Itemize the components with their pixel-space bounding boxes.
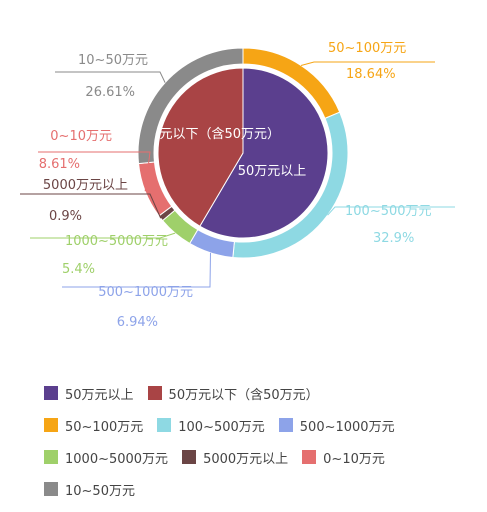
leader-line — [327, 206, 455, 216]
legend-label: 500~1000万元 — [299, 419, 395, 435]
leader-line — [38, 151, 151, 192]
legend-row: 50万元以上 50万元以下（含50万元） — [44, 384, 474, 403]
legend-item[interactable]: 50万元以上 — [44, 384, 134, 403]
slice-percent-label: 0.9% — [49, 209, 82, 224]
slice-name-label: 50~100万元 — [328, 41, 406, 56]
leader-line — [20, 193, 162, 219]
legend-item[interactable]: 50万元以下（含50万元） — [147, 384, 319, 403]
leader-line — [55, 71, 166, 83]
legend-swatch — [44, 386, 58, 400]
legend-swatch — [147, 386, 162, 400]
slice-percent-label: 32.9% — [373, 231, 414, 246]
chart-legend: 50万元以上 50万元以下（含50万元） 50~100万元 100~500万元 500~… — [44, 384, 474, 512]
legend-swatch — [44, 418, 58, 432]
legend-row: 50~100万元 100~500万元 500~1000万元 — [44, 416, 474, 435]
legend-label: 100~500万元 — [178, 419, 265, 435]
slice-name-label: 5000万元以上 — [43, 178, 128, 193]
slice-percent-label: 26.61% — [85, 85, 135, 100]
slice-name-label: 1000~5000万元 — [65, 234, 168, 249]
legend-row: 1000~5000万元 5000万元以上 0~10万元 — [44, 448, 474, 467]
legend-item[interactable]: 50~100万元 — [44, 416, 143, 435]
slice-name-label: 100~500万元 — [345, 204, 432, 219]
legend-item[interactable]: 100~500万元 — [157, 416, 265, 435]
leader-line — [30, 232, 176, 239]
legend-label: 10~50万元 — [65, 483, 135, 499]
legend-label: 50万元以下（含50万元） — [168, 387, 319, 403]
slice-percent-label: 5.4% — [62, 262, 95, 277]
legend-row: 10~50万元 — [44, 480, 474, 499]
inner-slice-1 — [157, 67, 244, 227]
legend-swatch — [157, 418, 172, 432]
slice-percent-label: 6.94% — [117, 315, 158, 330]
legend-label: 0~10万元 — [323, 451, 385, 467]
legend-item[interactable]: 500~1000万元 — [278, 416, 395, 435]
legend-item[interactable]: 0~10万元 — [302, 448, 385, 467]
slice-name-label: 10~50万元 — [78, 53, 148, 68]
slice-name-label: 500~1000万元 — [98, 285, 193, 300]
legend-swatch — [302, 450, 317, 464]
legend-label: 1000~5000万元 — [65, 451, 169, 467]
slice-percent-label: 8.61% — [39, 157, 80, 172]
slice-name-label: 0~10万元 — [50, 129, 112, 144]
legend-item[interactable]: 10~50万元 — [44, 480, 135, 499]
legend-item[interactable]: 1000~5000万元 — [44, 448, 168, 467]
inner-slice-0 — [199, 67, 329, 239]
legend-swatch — [278, 418, 293, 432]
legend-swatch — [44, 450, 58, 464]
legend-swatch — [182, 450, 197, 464]
leader-line — [62, 252, 211, 288]
legend-swatch — [44, 482, 58, 496]
inner-slice-label: 50万元以上 — [238, 164, 307, 179]
inner-slice-label: 50万元以下（含50万元） — [130, 126, 280, 142]
slice-percent-label: 18.64% — [346, 67, 396, 82]
legend-label: 50~100万元 — [65, 419, 144, 435]
legend-label: 50万元以上 — [65, 387, 134, 403]
leader-line — [300, 61, 435, 66]
legend-item[interactable]: 5000万元以上 — [182, 448, 288, 467]
legend-label: 5000万元以上 — [203, 451, 289, 467]
